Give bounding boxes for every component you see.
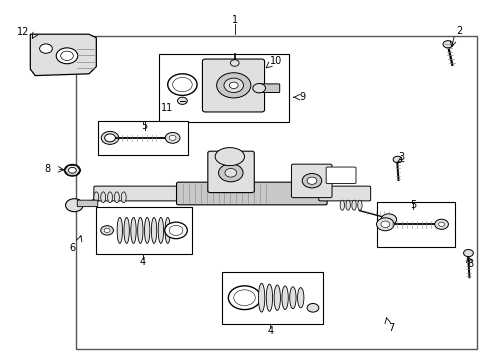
Circle shape bbox=[40, 44, 52, 53]
Text: 8: 8 bbox=[467, 258, 473, 269]
Ellipse shape bbox=[165, 217, 170, 243]
Ellipse shape bbox=[297, 288, 304, 308]
Ellipse shape bbox=[340, 200, 344, 210]
Bar bbox=[159, 54, 288, 122]
Ellipse shape bbox=[351, 200, 355, 210]
Text: 7: 7 bbox=[387, 323, 393, 333]
Ellipse shape bbox=[151, 217, 157, 243]
Circle shape bbox=[229, 82, 238, 89]
Ellipse shape bbox=[289, 287, 296, 309]
Ellipse shape bbox=[281, 286, 288, 310]
Circle shape bbox=[64, 165, 80, 176]
FancyBboxPatch shape bbox=[291, 164, 331, 198]
Ellipse shape bbox=[144, 217, 150, 243]
Text: 2: 2 bbox=[456, 26, 462, 36]
Circle shape bbox=[306, 177, 316, 184]
Text: 3: 3 bbox=[397, 152, 403, 162]
Ellipse shape bbox=[357, 200, 361, 210]
Circle shape bbox=[380, 214, 396, 225]
Bar bbox=[96, 207, 191, 254]
Ellipse shape bbox=[101, 192, 105, 203]
Ellipse shape bbox=[346, 200, 349, 210]
Circle shape bbox=[216, 73, 250, 98]
Circle shape bbox=[169, 225, 183, 235]
Text: 4: 4 bbox=[267, 326, 273, 336]
FancyBboxPatch shape bbox=[94, 186, 184, 201]
Circle shape bbox=[224, 78, 243, 93]
FancyBboxPatch shape bbox=[176, 182, 326, 205]
Bar bbox=[376, 202, 454, 247]
Circle shape bbox=[434, 219, 447, 229]
Text: 6: 6 bbox=[69, 243, 75, 253]
Ellipse shape bbox=[117, 217, 122, 243]
Circle shape bbox=[230, 60, 239, 66]
Text: 8: 8 bbox=[45, 164, 51, 174]
Circle shape bbox=[61, 51, 73, 60]
Bar bbox=[98, 121, 188, 155]
Text: 10: 10 bbox=[269, 56, 282, 66]
Circle shape bbox=[463, 249, 472, 257]
Circle shape bbox=[442, 41, 452, 48]
Text: 11: 11 bbox=[161, 103, 173, 113]
Circle shape bbox=[218, 164, 243, 182]
Circle shape bbox=[104, 228, 110, 233]
Ellipse shape bbox=[94, 192, 99, 203]
Circle shape bbox=[101, 131, 119, 144]
Circle shape bbox=[68, 167, 76, 173]
Ellipse shape bbox=[215, 148, 244, 166]
FancyBboxPatch shape bbox=[207, 151, 254, 193]
Bar bbox=[222, 272, 322, 324]
Circle shape bbox=[167, 74, 197, 95]
Circle shape bbox=[233, 290, 255, 306]
Text: 4: 4 bbox=[140, 257, 145, 267]
Ellipse shape bbox=[114, 192, 119, 203]
Circle shape bbox=[56, 48, 78, 64]
Ellipse shape bbox=[124, 217, 129, 243]
Polygon shape bbox=[30, 34, 96, 76]
Circle shape bbox=[224, 168, 236, 177]
Ellipse shape bbox=[158, 217, 163, 243]
Circle shape bbox=[376, 218, 393, 231]
Circle shape bbox=[172, 77, 192, 92]
Text: 5: 5 bbox=[409, 200, 415, 210]
Circle shape bbox=[164, 222, 187, 239]
Ellipse shape bbox=[130, 217, 136, 243]
Bar bbox=[76, 36, 476, 349]
Circle shape bbox=[169, 135, 176, 140]
Circle shape bbox=[392, 156, 401, 163]
FancyBboxPatch shape bbox=[77, 200, 98, 207]
Text: 12: 12 bbox=[17, 27, 30, 37]
Circle shape bbox=[65, 199, 83, 212]
Circle shape bbox=[252, 84, 265, 93]
Ellipse shape bbox=[121, 192, 126, 203]
Ellipse shape bbox=[258, 283, 264, 312]
Ellipse shape bbox=[107, 192, 112, 203]
Text: 9: 9 bbox=[299, 92, 305, 102]
Circle shape bbox=[104, 134, 115, 142]
Circle shape bbox=[302, 174, 321, 188]
Circle shape bbox=[438, 222, 444, 226]
Text: 1: 1 bbox=[231, 15, 237, 25]
Circle shape bbox=[177, 97, 187, 104]
Ellipse shape bbox=[138, 217, 143, 243]
Circle shape bbox=[306, 303, 318, 312]
Circle shape bbox=[228, 286, 260, 310]
Circle shape bbox=[380, 221, 389, 228]
Ellipse shape bbox=[265, 284, 272, 311]
Ellipse shape bbox=[273, 285, 280, 310]
Circle shape bbox=[165, 132, 180, 143]
FancyBboxPatch shape bbox=[202, 59, 264, 112]
Text: 5: 5 bbox=[142, 121, 147, 131]
FancyBboxPatch shape bbox=[325, 167, 355, 184]
Circle shape bbox=[101, 226, 113, 235]
FancyBboxPatch shape bbox=[318, 186, 370, 201]
FancyBboxPatch shape bbox=[258, 84, 279, 93]
